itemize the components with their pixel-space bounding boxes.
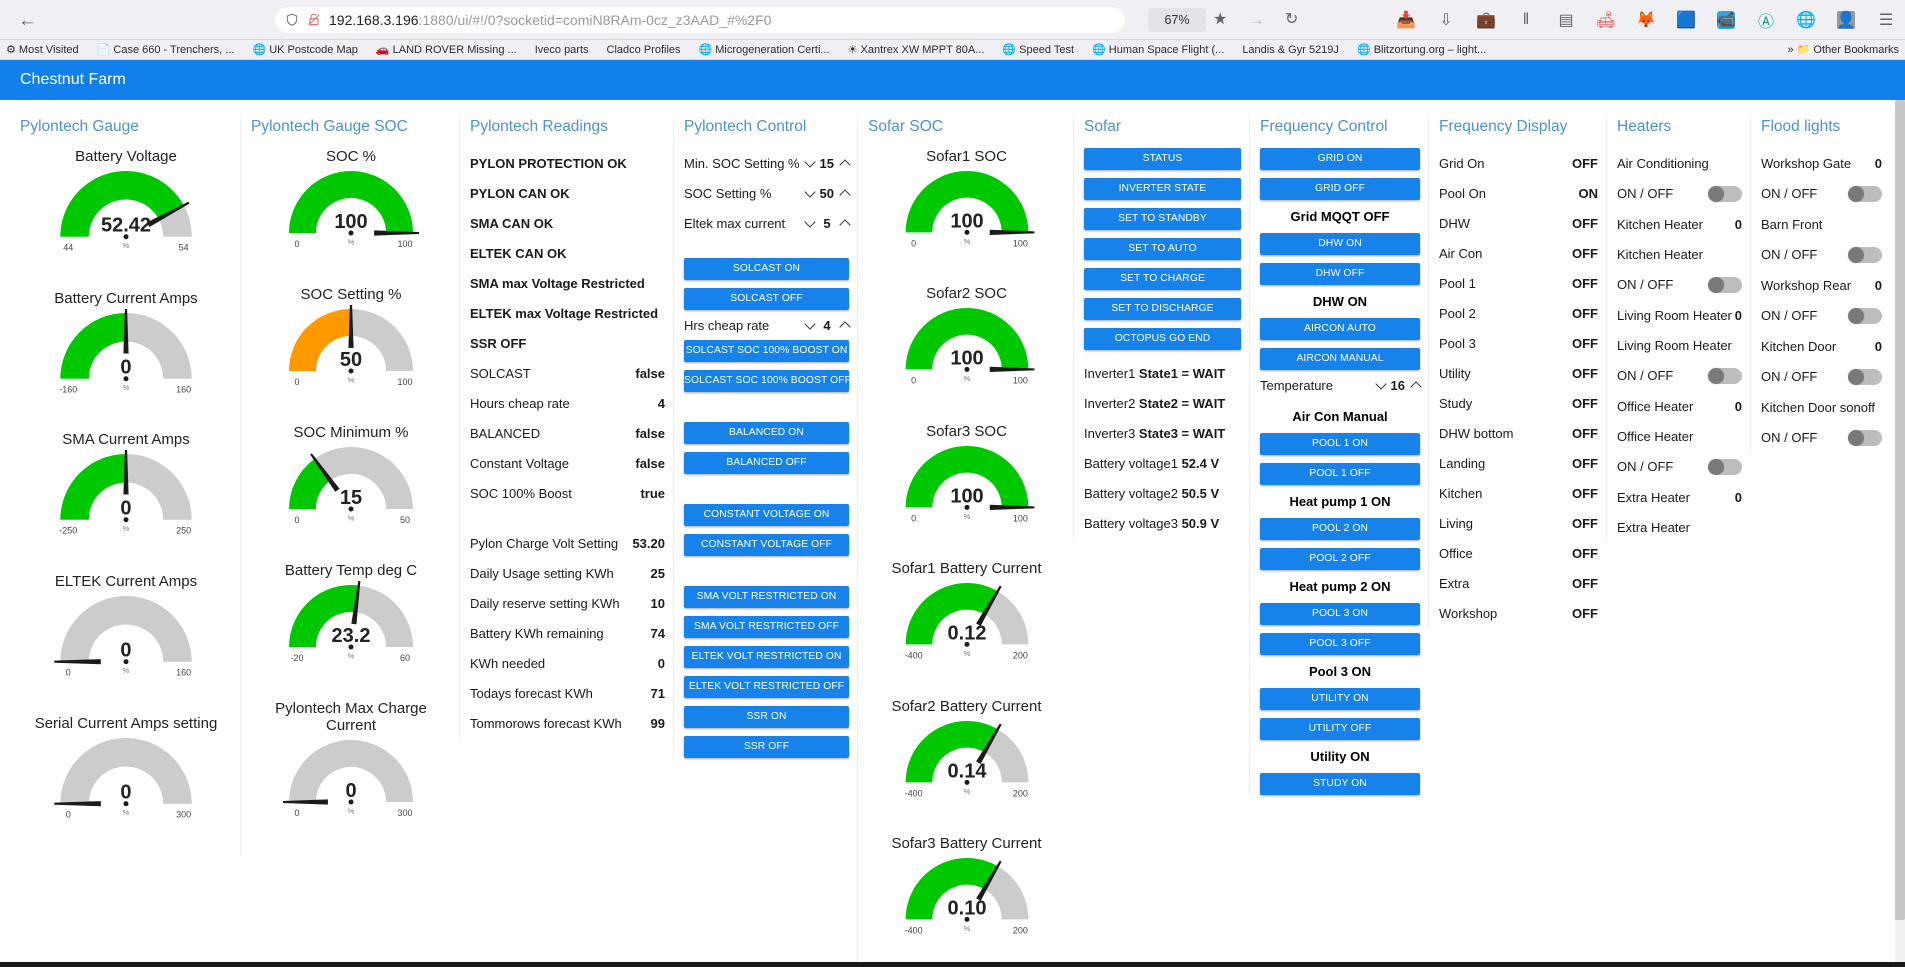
- svg-text:%: %: [964, 786, 971, 795]
- svg-text:%: %: [964, 374, 971, 383]
- svg-text:%: %: [123, 241, 130, 250]
- svg-text:100: 100: [397, 377, 412, 387]
- svg-text:250: 250: [176, 526, 191, 536]
- svg-text:50: 50: [400, 515, 410, 525]
- svg-text:100: 100: [1013, 513, 1028, 523]
- svg-text:-400: -400: [905, 788, 923, 798]
- svg-text:200: 200: [1013, 651, 1028, 661]
- svg-text:%: %: [964, 237, 971, 246]
- svg-text:%: %: [964, 512, 971, 521]
- svg-text:60: 60: [400, 653, 410, 663]
- svg-text:0: 0: [294, 808, 299, 818]
- svg-text:0: 0: [120, 781, 131, 803]
- svg-text:200: 200: [1013, 788, 1028, 798]
- svg-text:0.14: 0.14: [948, 760, 987, 782]
- svg-text:54: 54: [179, 243, 189, 253]
- svg-text:15: 15: [340, 487, 362, 509]
- svg-text:0: 0: [294, 377, 299, 387]
- svg-text:44: 44: [63, 243, 73, 253]
- svg-text:0.10: 0.10: [948, 897, 987, 919]
- svg-text:%: %: [348, 376, 355, 385]
- svg-text:0: 0: [120, 498, 131, 520]
- svg-text:300: 300: [176, 809, 191, 819]
- svg-text:%: %: [348, 514, 355, 523]
- svg-text:50: 50: [340, 349, 362, 371]
- svg-text:0: 0: [294, 515, 299, 525]
- svg-text:0: 0: [66, 809, 71, 819]
- svg-text:%: %: [348, 652, 355, 661]
- svg-text:0: 0: [911, 513, 916, 523]
- svg-text:-160: -160: [59, 384, 77, 394]
- svg-text:-400: -400: [905, 651, 923, 661]
- svg-text:%: %: [348, 238, 355, 247]
- svg-text:100: 100: [950, 485, 983, 507]
- svg-text:100: 100: [950, 348, 983, 370]
- svg-text:100: 100: [1013, 376, 1028, 386]
- svg-text:100: 100: [334, 211, 367, 233]
- svg-text:-20: -20: [290, 653, 303, 663]
- svg-text:0: 0: [120, 640, 131, 662]
- svg-text:100: 100: [397, 239, 412, 249]
- svg-text:100: 100: [950, 210, 983, 232]
- svg-text:%: %: [123, 383, 130, 392]
- svg-text:100: 100: [1013, 238, 1028, 248]
- svg-text:-250: -250: [59, 526, 77, 536]
- svg-text:%: %: [123, 525, 130, 534]
- svg-text:0: 0: [911, 238, 916, 248]
- svg-text:0: 0: [345, 780, 356, 802]
- svg-text:0.12: 0.12: [948, 623, 987, 645]
- svg-text:0: 0: [294, 239, 299, 249]
- svg-text:0: 0: [120, 356, 131, 378]
- svg-text:%: %: [123, 808, 130, 817]
- svg-text:%: %: [964, 924, 971, 933]
- svg-text:0: 0: [66, 668, 71, 678]
- svg-text:23.2: 23.2: [332, 625, 371, 647]
- svg-text:200: 200: [1013, 925, 1028, 935]
- svg-text:300: 300: [397, 808, 412, 818]
- svg-text:160: 160: [176, 384, 191, 394]
- svg-text:-400: -400: [905, 925, 923, 935]
- svg-text:%: %: [123, 666, 130, 675]
- svg-text:0: 0: [911, 376, 916, 386]
- svg-text:52.42: 52.42: [101, 215, 151, 237]
- svg-text:%: %: [964, 649, 971, 658]
- svg-text:160: 160: [176, 668, 191, 678]
- svg-text:%: %: [348, 807, 355, 816]
